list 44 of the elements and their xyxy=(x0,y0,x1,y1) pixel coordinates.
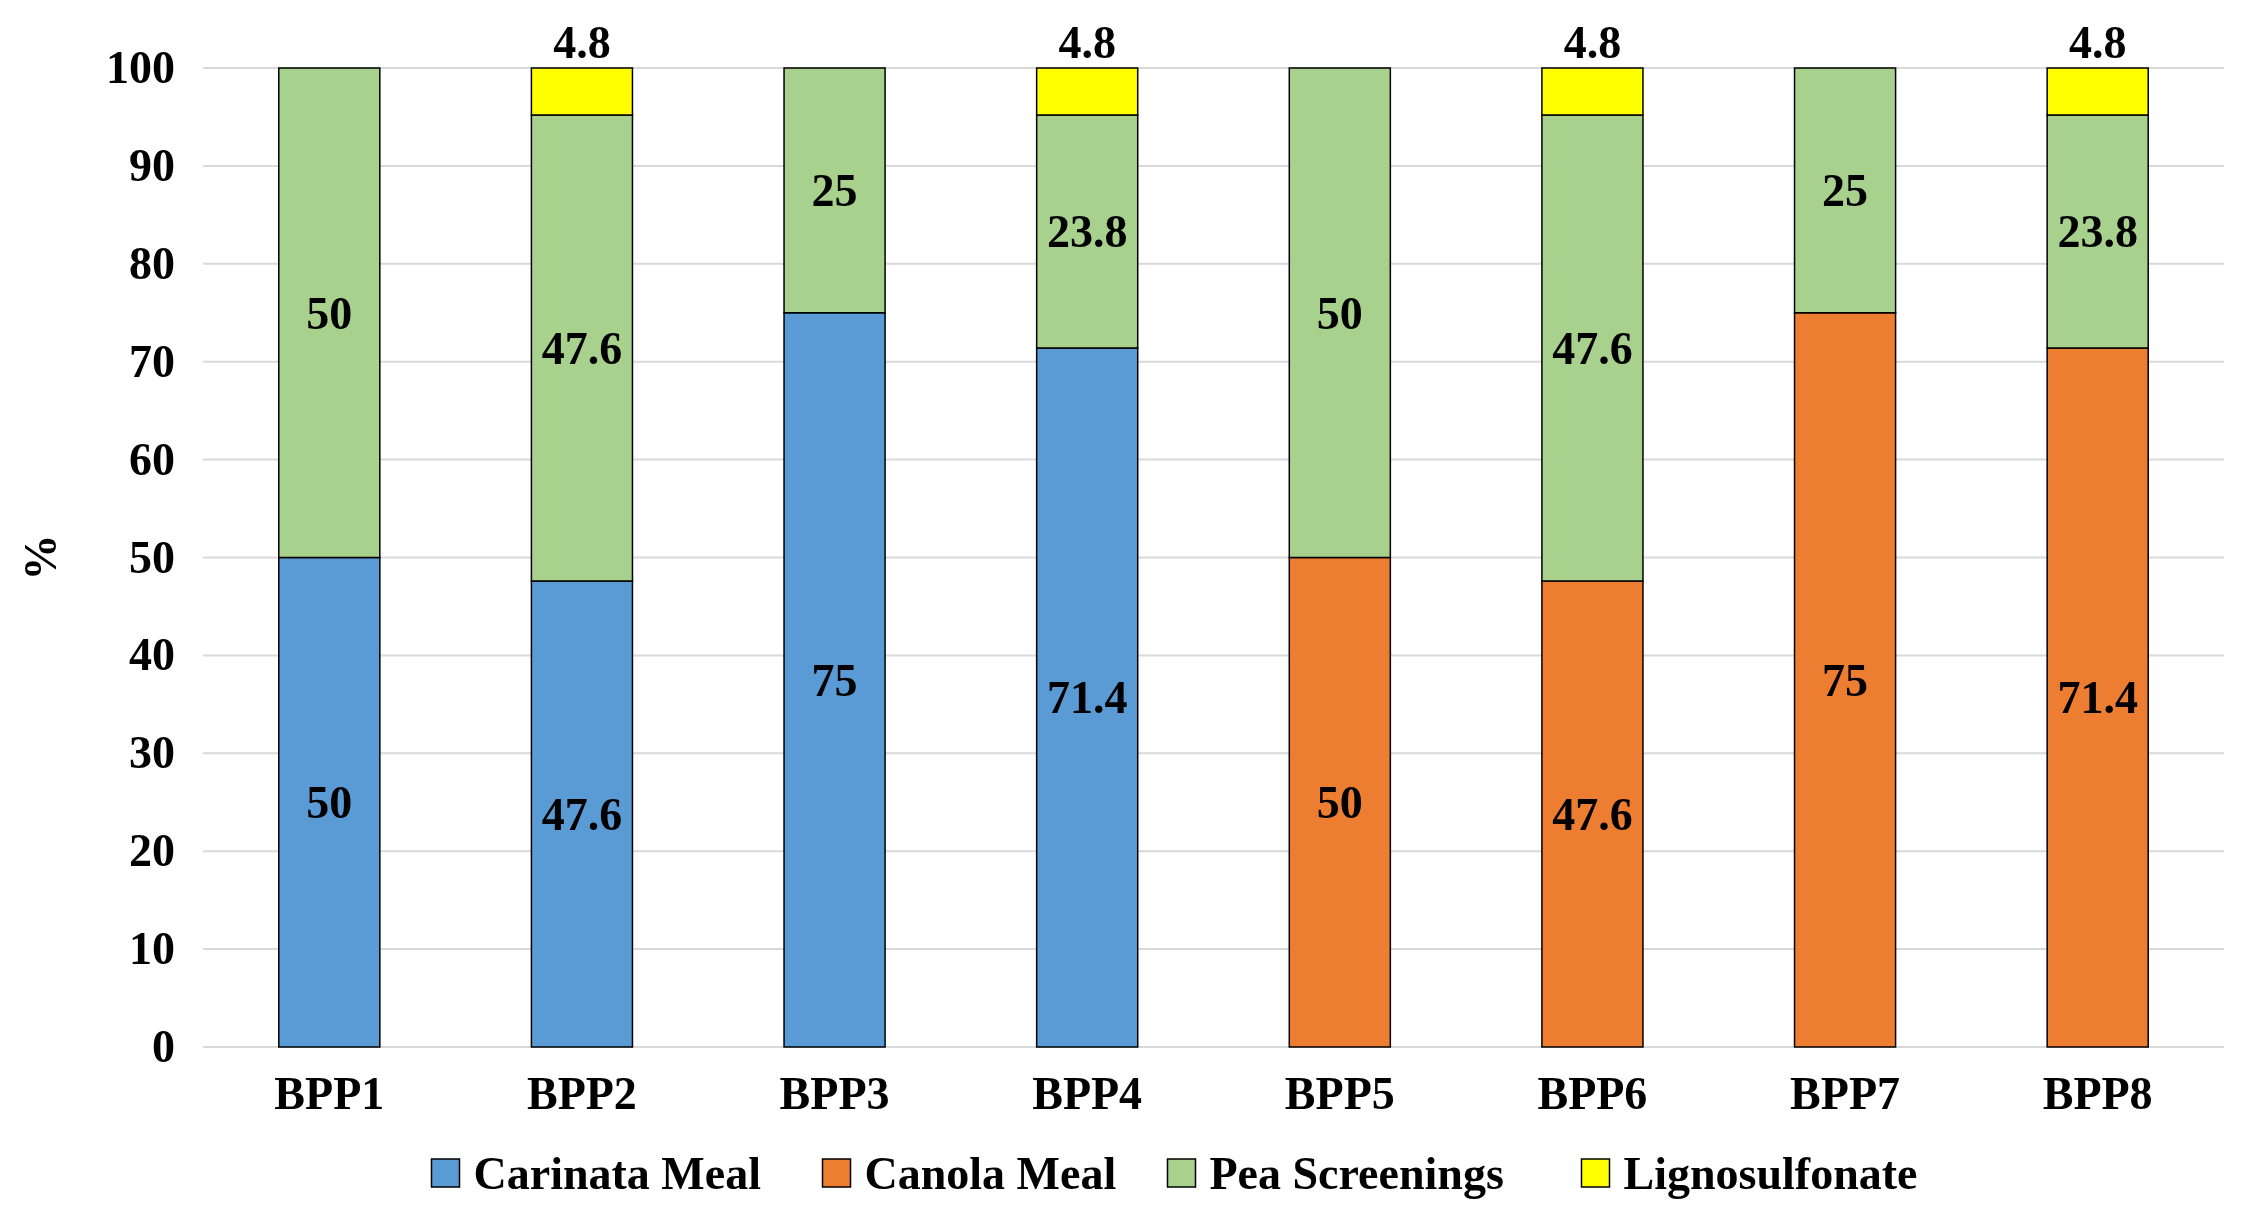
legend-label: Pea Screenings xyxy=(1209,1148,1504,1199)
data-label: 47.6 xyxy=(541,322,623,374)
y-tick-label: 50 xyxy=(129,531,175,583)
y-tick-label: 90 xyxy=(129,139,175,191)
data-label: 75 xyxy=(811,654,858,706)
data-label: 50 xyxy=(1316,287,1363,339)
data-label: 75 xyxy=(1822,654,1869,706)
x-tick-label: BPP2 xyxy=(526,1068,637,1119)
x-tick-label: BPP7 xyxy=(1790,1068,1901,1119)
y-tick-label: 20 xyxy=(129,825,175,877)
data-label: 23.8 xyxy=(1046,206,1128,258)
legend-label: Lignosulfonate xyxy=(1623,1148,1918,1199)
x-tick-label: BPP5 xyxy=(1284,1068,1395,1119)
x-tick-label: BPP8 xyxy=(2042,1068,2153,1119)
data-label: 23.8 xyxy=(2057,206,2138,258)
y-tick-label: 10 xyxy=(129,923,175,975)
data-label: 25 xyxy=(1822,165,1869,217)
y-tick-label: 100 xyxy=(106,42,175,93)
data-label: 47.6 xyxy=(1552,322,1633,374)
y-tick-label: 80 xyxy=(129,237,175,289)
data-label: 4.8 xyxy=(1563,17,1622,68)
y-tick-label: 40 xyxy=(129,629,175,681)
data-label: 71.4 xyxy=(2057,672,2138,724)
data-label: 4.8 xyxy=(1058,17,1116,68)
legend-label: Carinata Meal xyxy=(473,1148,761,1199)
y-axis-title: % xyxy=(15,534,66,581)
data-label: 4.8 xyxy=(2068,17,2127,68)
legend-label: Canola Meal xyxy=(864,1148,1117,1199)
y-tick-label: 30 xyxy=(129,727,175,779)
y-tick-label: 70 xyxy=(129,335,175,387)
data-label: 4.8 xyxy=(553,17,611,68)
data-label: 25 xyxy=(811,165,858,217)
x-tick-label: BPP3 xyxy=(779,1068,890,1119)
data-label: 47.6 xyxy=(1552,789,1633,840)
data-label: 50 xyxy=(1316,777,1363,829)
data-label: 47.6 xyxy=(541,789,623,840)
x-tick-label: BPP1 xyxy=(274,1068,385,1119)
y-tick-label: 60 xyxy=(129,433,175,485)
data-label: 50 xyxy=(306,777,353,829)
x-tick-label: BPP6 xyxy=(1537,1068,1648,1119)
y-tick-label: 0 xyxy=(152,1021,175,1072)
x-tick-label: BPP4 xyxy=(1032,1068,1143,1119)
data-label: 50 xyxy=(306,287,353,339)
data-label: 71.4 xyxy=(1046,672,1128,724)
